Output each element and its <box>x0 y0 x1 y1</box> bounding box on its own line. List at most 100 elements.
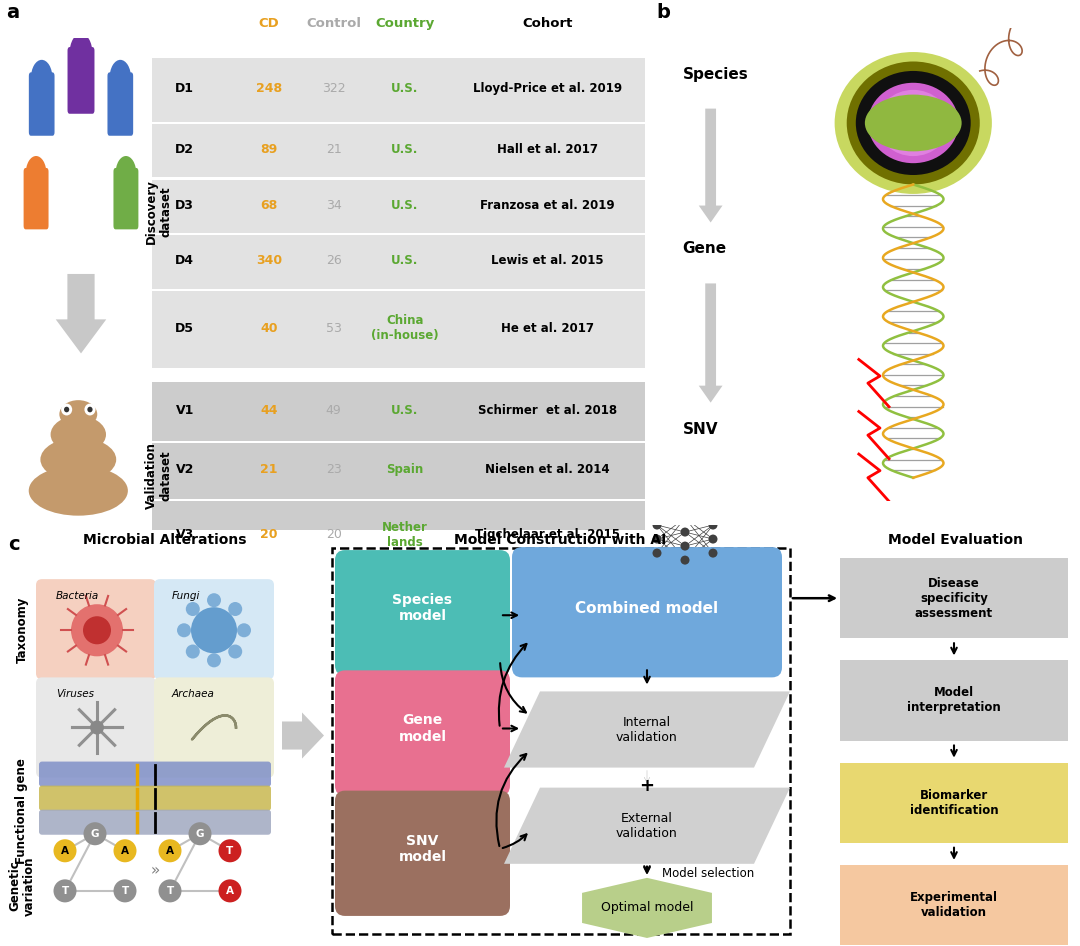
FancyBboxPatch shape <box>36 579 156 679</box>
Text: 21: 21 <box>260 464 278 477</box>
Circle shape <box>708 520 717 530</box>
Circle shape <box>26 156 46 191</box>
Ellipse shape <box>877 90 949 156</box>
Text: U.S.: U.S. <box>391 82 419 96</box>
Text: Nether
lands: Nether lands <box>382 521 428 549</box>
Text: T: T <box>166 885 174 896</box>
Text: 248: 248 <box>256 82 282 96</box>
Text: Optimal model: Optimal model <box>600 902 693 915</box>
Text: 26: 26 <box>326 254 341 268</box>
Circle shape <box>186 644 200 658</box>
Text: T: T <box>227 846 233 856</box>
Text: D1: D1 <box>175 82 194 96</box>
Text: Validation
dataset: Validation dataset <box>145 442 173 509</box>
Text: Spain: Spain <box>387 464 423 477</box>
Text: 20: 20 <box>260 528 278 541</box>
Text: 23: 23 <box>326 464 341 477</box>
Circle shape <box>218 839 242 863</box>
Circle shape <box>83 822 107 846</box>
Text: Species
model: Species model <box>392 593 453 623</box>
Text: Genetic
variation: Genetic variation <box>8 856 36 916</box>
Circle shape <box>113 839 136 863</box>
Circle shape <box>652 549 661 557</box>
Ellipse shape <box>855 71 971 175</box>
Polygon shape <box>840 660 1068 741</box>
FancyArrow shape <box>699 109 723 222</box>
FancyBboxPatch shape <box>113 168 138 229</box>
Ellipse shape <box>59 400 97 429</box>
Circle shape <box>116 156 136 191</box>
Text: A: A <box>121 846 129 856</box>
Circle shape <box>83 616 111 644</box>
Text: SNV: SNV <box>683 422 718 437</box>
Text: 20: 20 <box>326 528 341 541</box>
Ellipse shape <box>847 61 980 184</box>
Text: U.S.: U.S. <box>391 199 419 212</box>
Circle shape <box>109 60 131 96</box>
Text: Schirmer  et al. 2018: Schirmer et al. 2018 <box>478 404 617 417</box>
Text: T: T <box>62 885 69 896</box>
Text: China
(in-house): China (in-house) <box>372 314 438 342</box>
Polygon shape <box>582 878 712 938</box>
Ellipse shape <box>865 95 961 151</box>
Text: Microbial Alterations: Microbial Alterations <box>83 533 246 547</box>
Circle shape <box>680 555 689 565</box>
Circle shape <box>652 534 661 544</box>
Text: Control: Control <box>307 17 361 30</box>
Circle shape <box>708 549 717 557</box>
Text: A: A <box>60 846 69 856</box>
Circle shape <box>680 514 689 522</box>
Text: A: A <box>226 885 234 896</box>
Circle shape <box>228 644 242 658</box>
Circle shape <box>652 520 661 530</box>
Text: V3: V3 <box>176 528 193 541</box>
Text: Model Construction with AI: Model Construction with AI <box>454 533 666 547</box>
Text: D5: D5 <box>175 322 194 335</box>
Text: D2: D2 <box>175 143 194 156</box>
Text: Biomarker
identification: Biomarker identification <box>909 789 998 816</box>
Text: Species: Species <box>683 66 748 81</box>
Text: 21: 21 <box>326 143 341 156</box>
Text: 89: 89 <box>260 143 278 156</box>
Text: Hall et al. 2017: Hall et al. 2017 <box>497 143 598 156</box>
Circle shape <box>680 528 689 536</box>
Polygon shape <box>840 762 1068 843</box>
Text: Lewis et al. 2015: Lewis et al. 2015 <box>491 254 604 268</box>
Circle shape <box>159 839 181 863</box>
Bar <box>152 58 645 122</box>
Ellipse shape <box>51 416 106 453</box>
Text: Disease
specificity
assessment: Disease specificity assessment <box>915 577 994 620</box>
Text: D3: D3 <box>175 199 194 212</box>
Polygon shape <box>840 865 1068 945</box>
Text: Internal
validation: Internal validation <box>616 715 678 744</box>
Polygon shape <box>504 692 789 767</box>
FancyBboxPatch shape <box>68 47 94 114</box>
Circle shape <box>71 604 123 657</box>
Text: Model Evaluation: Model Evaluation <box>888 533 1023 547</box>
Bar <box>152 236 645 289</box>
Circle shape <box>708 534 717 544</box>
Ellipse shape <box>835 52 991 194</box>
Text: Combined model: Combined model <box>576 601 718 616</box>
Text: Gene
model: Gene model <box>399 713 446 744</box>
FancyArrow shape <box>699 284 723 403</box>
Text: Model selection: Model selection <box>662 867 754 881</box>
Circle shape <box>90 721 104 734</box>
Text: Model
interpretation: Model interpretation <box>907 687 1001 714</box>
Text: Archaea: Archaea <box>172 690 215 699</box>
Text: V2: V2 <box>175 464 194 477</box>
Text: U.S.: U.S. <box>391 143 419 156</box>
FancyBboxPatch shape <box>154 579 274 679</box>
Bar <box>152 290 645 368</box>
Text: b: b <box>657 3 671 22</box>
Text: CD: CD <box>258 17 280 30</box>
Text: External
validation: External validation <box>616 812 678 840</box>
FancyBboxPatch shape <box>335 671 510 796</box>
Circle shape <box>191 607 237 654</box>
Text: Gene: Gene <box>683 241 727 256</box>
FancyBboxPatch shape <box>154 677 274 778</box>
Bar <box>152 180 645 233</box>
FancyBboxPatch shape <box>29 73 54 136</box>
Text: 340: 340 <box>256 254 282 268</box>
Text: 68: 68 <box>260 199 278 212</box>
